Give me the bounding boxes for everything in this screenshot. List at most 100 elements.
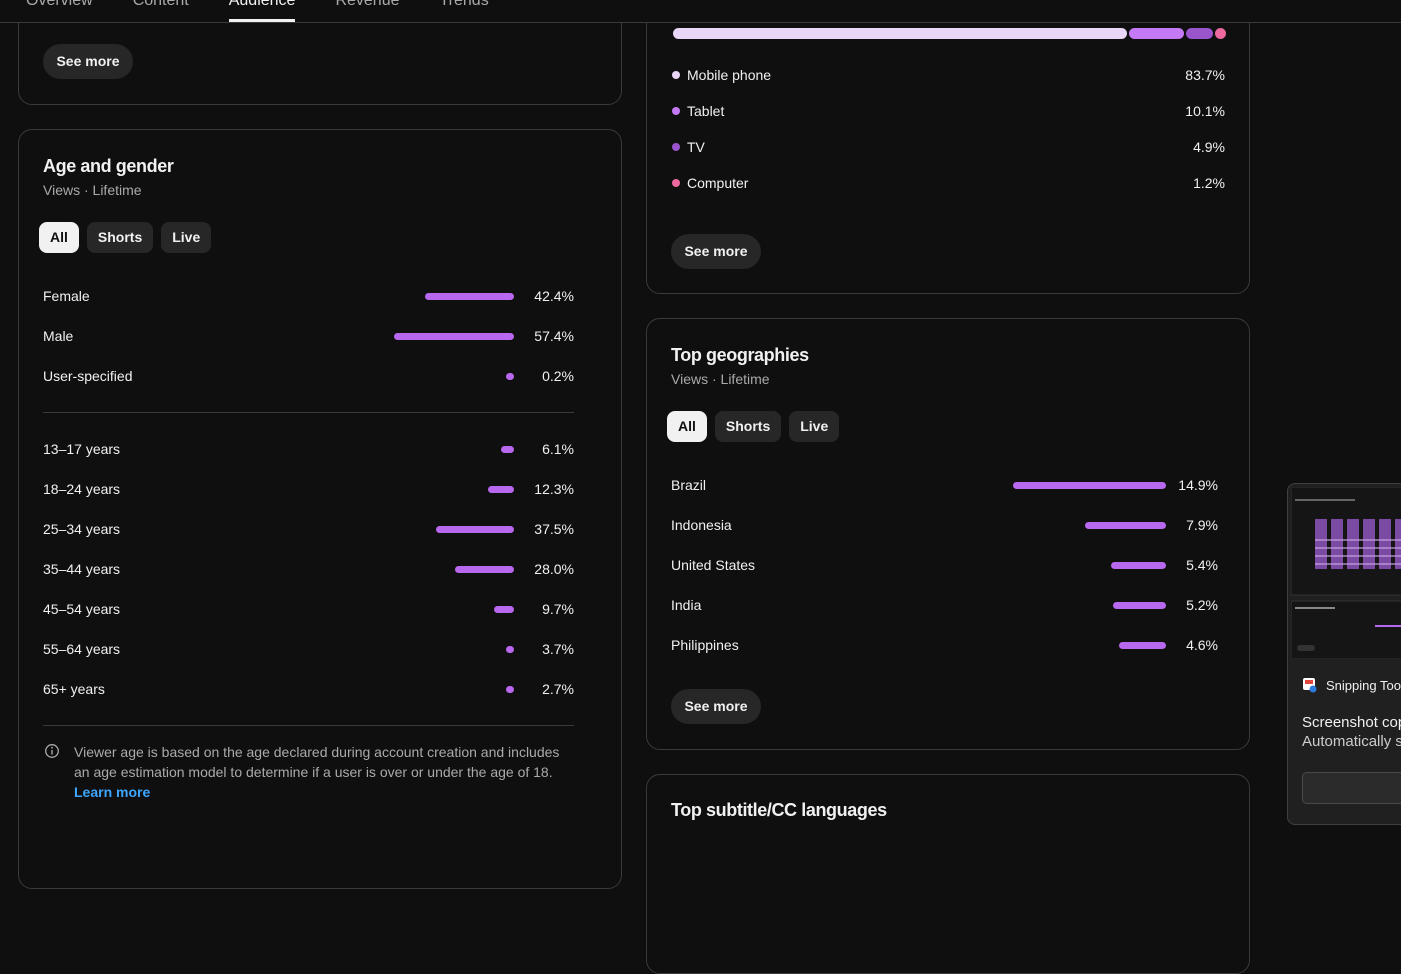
filter-chip[interactable]: Live — [161, 222, 212, 253]
value-label: 1.2% — [1193, 175, 1225, 191]
row-label: Brazil — [671, 477, 707, 493]
row-label: United States — [671, 557, 756, 573]
value-label: 37.5% — [534, 521, 574, 537]
bar — [1112, 602, 1166, 609]
bar — [501, 446, 514, 453]
value-label: 10.1% — [1185, 103, 1225, 119]
row-label: 45–54 years — [43, 601, 121, 617]
row-label: 55–64 years — [43, 641, 121, 657]
filter-chips: All Shorts Live — [39, 222, 219, 253]
notification-body: Automatically sa — [1302, 733, 1401, 750]
value-label: 4.6% — [1186, 637, 1218, 653]
bar — [1084, 522, 1166, 529]
note-text: Viewer age is based on the age declared … — [74, 744, 560, 780]
legend-dot — [672, 179, 680, 187]
see-more-button[interactable]: See more — [671, 234, 761, 269]
row-label: User-specified — [43, 368, 133, 384]
bar — [488, 486, 514, 493]
value-label: 6.1% — [542, 441, 574, 457]
see-more-button[interactable]: See more — [671, 689, 761, 724]
app-icon — [1303, 678, 1317, 693]
value-label: 14.9% — [1178, 477, 1218, 493]
row-label: 13–17 years — [43, 441, 121, 457]
row-label: 35–44 years — [43, 561, 121, 577]
row-label: Computer — [687, 175, 749, 191]
info-icon — [45, 744, 59, 758]
devices-card: See more Mobile phone 83.7% Tablet 10.1% TV 4… — [646, 0, 1250, 294]
bar — [455, 566, 514, 573]
notification-title: Screenshot copi — [1302, 714, 1401, 731]
bar — [1118, 642, 1166, 649]
value-label: 83.7% — [1185, 67, 1225, 83]
row-label: Indonesia — [671, 517, 732, 533]
bar — [1012, 482, 1166, 489]
filter-chip[interactable]: Live — [789, 411, 840, 442]
screenshot-preview — [1291, 487, 1401, 659]
card-title: Top geographies — [671, 345, 809, 365]
value-label: 3.7% — [542, 641, 574, 657]
tabs: Overview Content Audience Revenue Trends — [26, 0, 529, 22]
row-label: 25–34 years — [43, 521, 121, 537]
value-label: 42.4% — [534, 288, 574, 304]
value-label: 9.7% — [542, 601, 574, 617]
learn-more-link[interactable]: Learn more — [74, 784, 151, 800]
value-label: 28.0% — [534, 561, 574, 577]
value-label: 2.7% — [542, 681, 574, 697]
bar — [425, 293, 514, 300]
filter-chips: All Shorts Live — [667, 411, 847, 442]
filter-chip[interactable]: Shorts — [714, 411, 782, 442]
row-label: Tablet — [687, 103, 725, 119]
card-title: Top subtitle/CC languages — [671, 800, 887, 820]
row-label: 65+ years — [43, 681, 105, 697]
nav-tab[interactable]: Revenue — [335, 0, 400, 9]
card-subtitle: Views · Lifetime — [43, 182, 142, 198]
filter-chip[interactable]: Shorts — [86, 222, 154, 253]
row-label: Male — [43, 328, 74, 344]
row-label: Philippines — [671, 637, 739, 653]
tab-underline — [228, 19, 296, 22]
bar — [1110, 562, 1166, 569]
legend-dot — [672, 71, 680, 79]
bar — [394, 333, 514, 340]
row-label: Mobile phone — [687, 67, 772, 83]
filter-chip[interactable]: All — [39, 222, 79, 253]
bar — [506, 646, 514, 653]
bar — [493, 606, 514, 613]
stacked-segment — [1214, 28, 1226, 39]
bar — [506, 686, 514, 693]
stacked-segment — [1129, 28, 1185, 39]
divider — [43, 725, 574, 726]
age-gender-card: Age and gender Views · Lifetime All Short… — [18, 129, 622, 889]
bar — [506, 373, 514, 380]
notification[interactable]: Snipping Tool Screenshot copi Automatica… — [1287, 483, 1401, 825]
value-label: 57.4% — [534, 328, 574, 344]
row-label: India — [671, 597, 702, 613]
legend-dot — [672, 107, 680, 115]
nav-tab[interactable]: Content — [132, 0, 189, 9]
legend-dot — [672, 143, 680, 151]
value-label: 4.9% — [1193, 139, 1225, 155]
notification-button[interactable] — [1302, 772, 1401, 804]
nav-tab[interactable]: Trends — [439, 0, 489, 9]
card-title: Age and gender — [43, 156, 174, 176]
divider — [43, 412, 574, 413]
bar — [435, 526, 514, 533]
value-label: 7.9% — [1186, 517, 1218, 533]
stacked-segment — [1186, 28, 1213, 39]
see-more-button[interactable]: See more — [43, 44, 133, 79]
geographies-card: Top geographies Views · Lifetime All Shor… — [646, 318, 1250, 750]
row-label: TV — [687, 139, 705, 155]
filter-chip[interactable]: All — [667, 411, 707, 442]
info-note: Viewer age is based on the age declared … — [74, 742, 574, 802]
row-label: Female — [43, 288, 90, 304]
subtitle-card: Top subtitle/CC languages — [646, 774, 1250, 974]
nav-tab[interactable]: Audience — [228, 0, 296, 22]
card-subtitle: Views · Lifetime — [671, 371, 770, 387]
app-name: Snipping Tool — [1326, 678, 1401, 693]
nav-tab[interactable]: Overview — [26, 0, 93, 9]
value-label: 12.3% — [534, 481, 574, 497]
stacked-segment — [673, 28, 1128, 39]
nav-bar: Overview Content Audience Revenue Trends — [0, 0, 1401, 23]
value-label: 0.2% — [542, 368, 574, 384]
